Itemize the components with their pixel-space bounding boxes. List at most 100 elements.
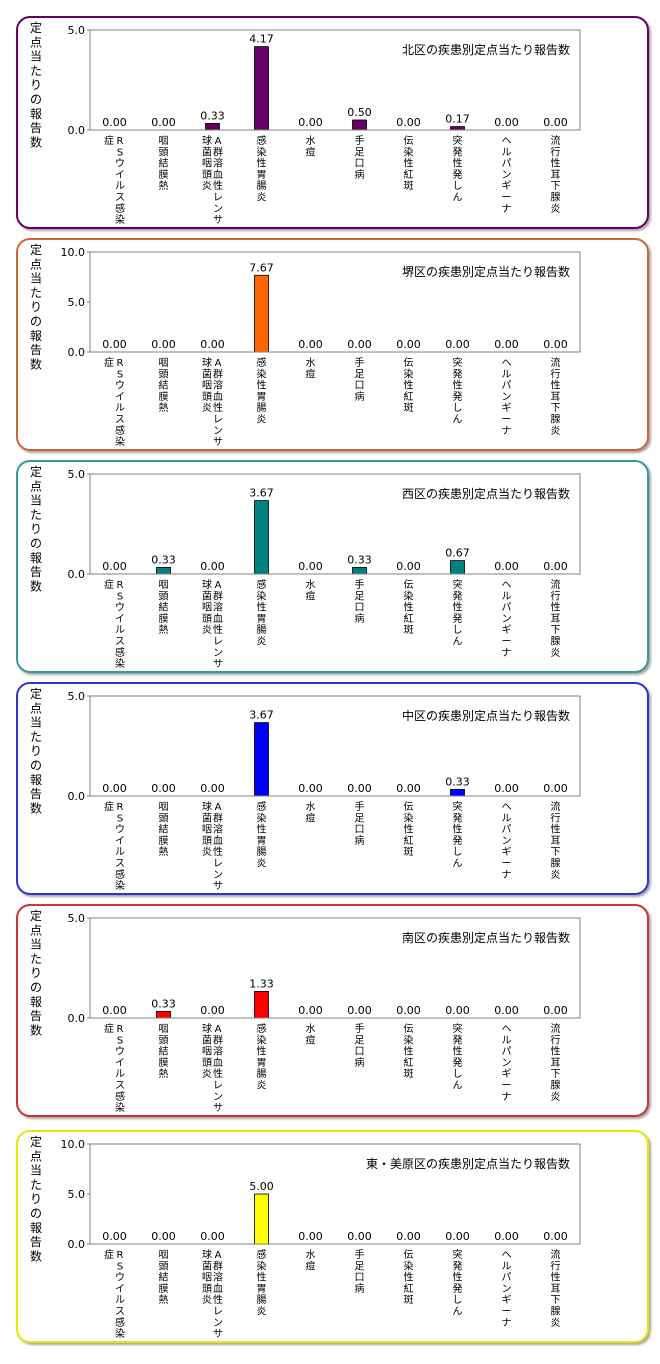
y-tick-label: 10.0	[61, 246, 86, 259]
svg-text:突発性発しん: 突発性発しん	[453, 800, 463, 870]
chart-panel: 定点当たりの報告数 10.0 5.0 0.0 堺区の疾患別定点当たり報告数 0.00 R S ウ…	[16, 238, 649, 451]
category-label: 手足口病	[355, 800, 365, 847]
y-tick-label: 0.0	[68, 790, 86, 803]
svg-text:ヘルパンギーナ: ヘルパンギーナ	[502, 580, 512, 659]
svg-text:球菌咽頭炎: 球菌咽頭炎	[202, 356, 212, 414]
data-label: 0.00	[543, 560, 568, 573]
category-label: ヘルパンギーナ	[502, 802, 512, 881]
svg-text:球菌咽頭炎: 球菌咽頭炎	[202, 578, 212, 636]
bar-chart: 定点当たりの報告数 5.0 0.0 北区の疾患別定点当たり報告数 0.00 R S ウイルス感…	[30, 20, 581, 226]
svg-text:伝染性紅斑: 伝染性紅斑	[404, 135, 414, 192]
category-label: 咽頭結膜熱	[159, 135, 169, 192]
category-label: 突発性発しん	[453, 1248, 463, 1318]
data-label: 0.00	[151, 782, 176, 795]
category-label: 咽頭結膜熱	[159, 357, 169, 414]
category-label: 突発性発しん	[453, 578, 463, 648]
data-label: 0.00	[200, 560, 225, 573]
category-label: 流行性耳下腺炎	[551, 578, 561, 659]
svg-text:流行性耳下腺炎: 流行性耳下腺炎	[551, 800, 561, 881]
data-label: 0.00	[200, 782, 225, 795]
category-label: 咽頭結膜熱	[159, 1023, 169, 1080]
data-label: 0.00	[200, 1230, 225, 1243]
data-label: 0.00	[396, 116, 421, 129]
data-label: 0.00	[298, 338, 323, 351]
data-label: 0.50	[347, 106, 372, 119]
svg-text:流行性耳下腺炎: 流行性耳下腺炎	[551, 356, 561, 437]
chart-panel: 定点当たりの報告数 5.0 0.0 中区の疾患別定点当たり報告数 0.00 R S ウイルス感…	[16, 682, 649, 895]
bar	[352, 119, 367, 131]
svg-text:伝染性紅斑: 伝染性紅斑	[404, 801, 414, 858]
category-label: 伝染性紅斑	[404, 135, 414, 192]
bar	[205, 123, 220, 131]
y-axis-title: 定点当たりの報告数	[30, 686, 42, 815]
category-label: 伝染性紅斑	[404, 579, 414, 636]
y-tick-label: 0.0	[68, 1012, 86, 1025]
data-label: 0.00	[102, 782, 127, 795]
bar-chart: 定点当たりの報告数 10.0 5.0 0.0 東・美原区の疾患別定点当たり報告数 0.00…	[30, 1134, 581, 1340]
category-label: 流行性耳下腺炎	[551, 134, 561, 215]
data-label: 0.00	[396, 1230, 421, 1243]
category-label: 感染性胃腸炎	[257, 1248, 267, 1318]
category-label: 手足口病	[355, 1248, 365, 1295]
category-label: 水痘	[306, 801, 316, 824]
data-label: 7.67	[249, 261, 274, 274]
data-label: 0.00	[494, 1230, 519, 1243]
data-label: 0.00	[396, 782, 421, 795]
svg-text:突発性発しん: 突発性発しん	[453, 578, 463, 648]
plot-area	[89, 917, 581, 1019]
data-label: 0.00	[396, 338, 421, 351]
svg-text:手足口病: 手足口病	[355, 1022, 365, 1069]
svg-text:症: 症	[104, 1248, 114, 1261]
svg-text:症: 症	[104, 356, 114, 369]
data-label: 0.00	[298, 1230, 323, 1243]
bar	[450, 126, 465, 131]
svg-text:感染性胃腸炎: 感染性胃腸炎	[257, 134, 267, 204]
y-tick-label: 0.0	[68, 1238, 86, 1251]
svg-text:突発性発しん: 突発性発しん	[453, 356, 463, 426]
svg-text:感染性胃腸炎: 感染性胃腸炎	[257, 356, 267, 426]
data-label: 1.33	[249, 977, 274, 990]
chart-title: 東・美原区の疾患別定点当たり報告数	[366, 1156, 570, 1171]
data-label: 0.00	[151, 338, 176, 351]
bar	[450, 789, 465, 797]
svg-text:流行性耳下腺炎: 流行性耳下腺炎	[551, 1022, 561, 1103]
data-label: 0.00	[347, 782, 372, 795]
svg-text:流行性耳下腺炎: 流行性耳下腺炎	[551, 1248, 561, 1329]
data-label: 0.00	[543, 782, 568, 795]
svg-text:感染性胃腸炎: 感染性胃腸炎	[257, 1022, 267, 1092]
data-label: 0.00	[200, 338, 225, 351]
bar	[450, 560, 465, 575]
data-label: 0.00	[543, 1230, 568, 1243]
svg-text:伝染性紅斑: 伝染性紅斑	[404, 1023, 414, 1080]
category-label: 咽頭結膜熱	[159, 801, 169, 858]
svg-text:咽頭結膜熱: 咽頭結膜熱	[159, 357, 169, 414]
svg-text:突発性発しん: 突発性発しん	[453, 1022, 463, 1092]
data-label: 0.00	[102, 338, 127, 351]
data-label: 0.00	[347, 338, 372, 351]
chart-title: 南区の疾患別定点当たり報告数	[402, 930, 570, 945]
bar	[156, 567, 171, 575]
svg-text:症: 症	[104, 134, 114, 147]
chart-panel: 定点当たりの報告数 5.0 0.0 南区の疾患別定点当たり報告数 0.00 R S ウイルス感…	[16, 904, 649, 1117]
svg-text:症: 症	[104, 1022, 114, 1035]
y-axis-title: 定点当たりの報告数	[30, 1134, 42, 1263]
data-label: 3.67	[249, 709, 274, 722]
data-label: 0.00	[298, 782, 323, 795]
data-label: 0.00	[347, 1230, 372, 1243]
bar	[254, 1193, 269, 1245]
category-label: 伝染性紅斑	[404, 1023, 414, 1080]
category-label: 感染性胃腸炎	[257, 800, 267, 870]
y-axis-title: 定点当たりの報告数	[30, 908, 42, 1037]
data-label: 0.00	[543, 116, 568, 129]
data-label: 0.00	[102, 1230, 127, 1243]
